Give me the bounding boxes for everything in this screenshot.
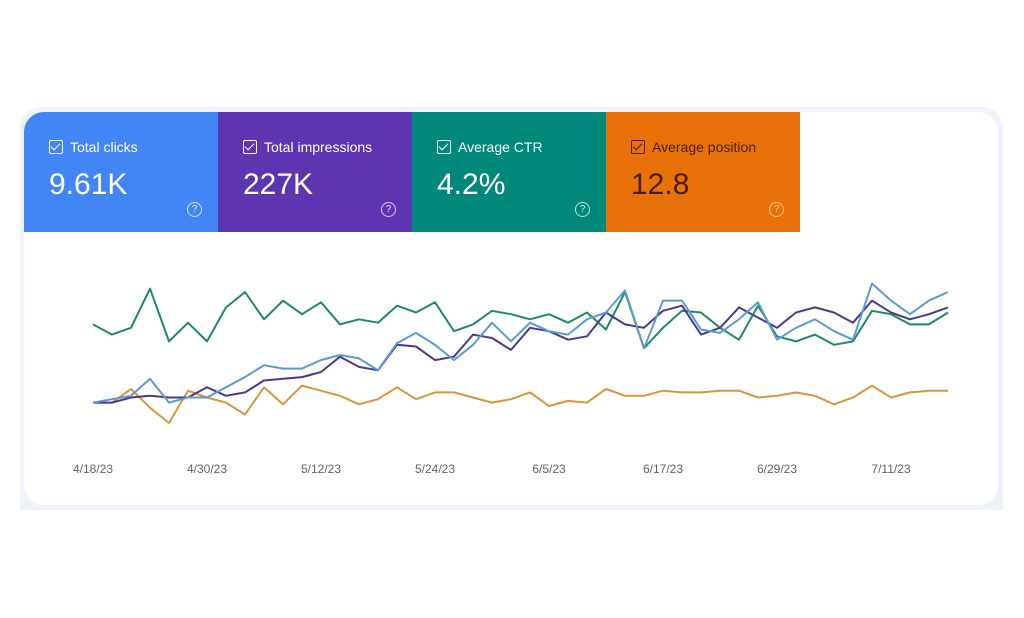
metric-tile-average-position[interactable]: Average position 12.8 ?	[606, 112, 800, 232]
x-tick-label: 5/24/23	[415, 462, 455, 476]
performance-card: Total clicks 9.61K ? Total impressions 2…	[24, 112, 998, 505]
performance-line-chart: 4/18/23 4/30/23 5/12/23 5/24/23 6/5/23 6/17/2…	[73, 282, 949, 476]
x-tick-label: 6/29/23	[757, 462, 797, 476]
metric-value: 9.61K	[49, 168, 128, 201]
metric-label: Total impressions	[264, 139, 373, 155]
metric-tile-total-clicks[interactable]: Total clicks 9.61K ?	[24, 112, 218, 232]
metric-value: 227K	[243, 168, 314, 201]
checkbox-checked-icon[interactable]	[243, 140, 257, 154]
series-line-total-impressions	[93, 299, 949, 404]
x-tick-label: 4/30/23	[187, 462, 227, 476]
metric-label: Average CTR	[458, 139, 543, 155]
metric-value: 12.8	[631, 168, 690, 201]
help-circle-icon[interactable]: ?	[381, 202, 396, 217]
x-tick-label: 4/18/23	[73, 462, 113, 476]
checkbox-checked-icon[interactable]	[437, 140, 451, 154]
checkbox-checked-icon[interactable]	[631, 140, 645, 154]
x-tick-label: 6/17/23	[643, 462, 683, 476]
checkbox-checked-icon[interactable]	[49, 140, 63, 154]
series-line-total-clicks	[92, 282, 949, 404]
x-tick-label: 7/11/23	[871, 462, 910, 476]
help-circle-icon[interactable]: ?	[769, 202, 784, 217]
metric-tile-average-ctr[interactable]: Average CTR 4.2% ?	[412, 112, 606, 232]
metric-value: 4.2%	[437, 168, 506, 201]
metric-label: Total clicks	[70, 139, 138, 155]
metric-label: Average position	[652, 139, 757, 155]
help-circle-icon[interactable]: ?	[575, 202, 590, 217]
series-line-average-ctr	[92, 287, 949, 350]
x-tick-label: 6/5/23	[532, 462, 566, 476]
metric-tile-total-impressions[interactable]: Total impressions 227K ?	[218, 112, 412, 232]
x-tick-label: 5/12/23	[301, 462, 341, 476]
help-circle-icon[interactable]: ?	[187, 202, 202, 217]
metric-tiles: Total clicks 9.61K ? Total impressions 2…	[24, 112, 800, 232]
series-line-average-position	[93, 384, 948, 424]
